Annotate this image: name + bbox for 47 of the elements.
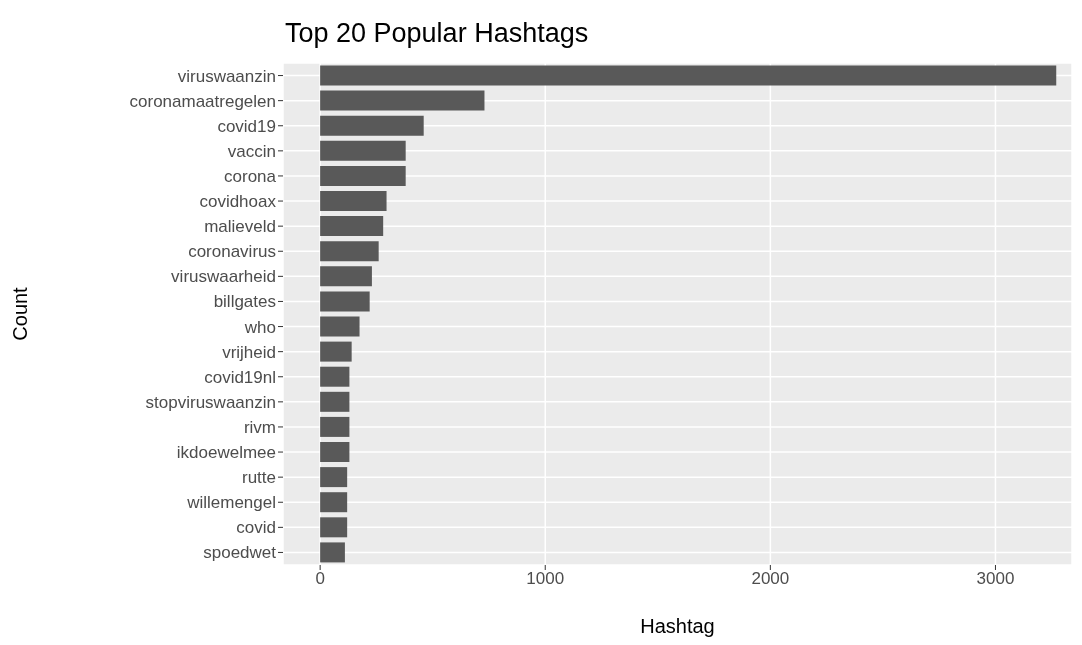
bar <box>320 517 348 538</box>
bar <box>320 65 1057 86</box>
bar <box>320 241 379 262</box>
bar <box>320 366 350 387</box>
y-tick-label: coronavirus <box>188 242 276 262</box>
y-tick-label: viruswaarheid <box>171 267 276 287</box>
y-tick-label: ikdoewelmee <box>176 443 276 463</box>
y-tick-label: coronamaatregelen <box>129 91 276 111</box>
x-tick-label: 1000 <box>526 569 565 589</box>
y-tick-label: stopviruswaanzin <box>145 392 276 412</box>
y-tick-label: covid <box>236 518 276 538</box>
y-tick-label: willemengel <box>186 493 276 513</box>
y-tick-label: rutte <box>241 468 276 488</box>
x-tick-label: 0 <box>315 569 325 589</box>
bar <box>320 542 345 563</box>
bar <box>320 442 350 463</box>
bar <box>320 140 406 161</box>
y-tick-label: malieveld <box>204 217 276 237</box>
bar <box>320 90 485 111</box>
y-tick-label: billgates <box>213 292 276 312</box>
y-tick-label: who <box>243 317 276 337</box>
y-tick-label: vrijheid <box>222 342 276 362</box>
bar <box>320 416 350 437</box>
y-tick-label: covid19nl <box>204 367 276 387</box>
y-tick-label: covidhoax <box>199 192 277 212</box>
y-tick-label: vaccin <box>227 141 276 161</box>
y-tick-label: rivm <box>243 417 276 437</box>
x-tick-label: 2000 <box>751 569 790 589</box>
y-tick-label: covid19 <box>217 116 276 136</box>
bar <box>320 191 387 212</box>
y-axis-title: Count <box>9 286 32 341</box>
bar <box>320 316 360 337</box>
x-tick-label: 3000 <box>976 569 1015 589</box>
bar <box>320 467 348 488</box>
bar <box>320 266 372 287</box>
y-tick-label: spoedwet <box>203 543 277 563</box>
bar <box>320 216 384 237</box>
bar <box>320 391 350 412</box>
y-tick-label: viruswaanzin <box>177 66 276 86</box>
x-axis-title: Hashtag <box>639 615 716 638</box>
bar <box>320 492 348 513</box>
bar <box>320 165 406 186</box>
chart-title: Top 20 Popular Hashtags <box>285 18 589 49</box>
y-tick-label: corona <box>224 166 277 186</box>
bar <box>320 341 352 362</box>
bar <box>320 115 424 136</box>
bar <box>320 291 370 312</box>
